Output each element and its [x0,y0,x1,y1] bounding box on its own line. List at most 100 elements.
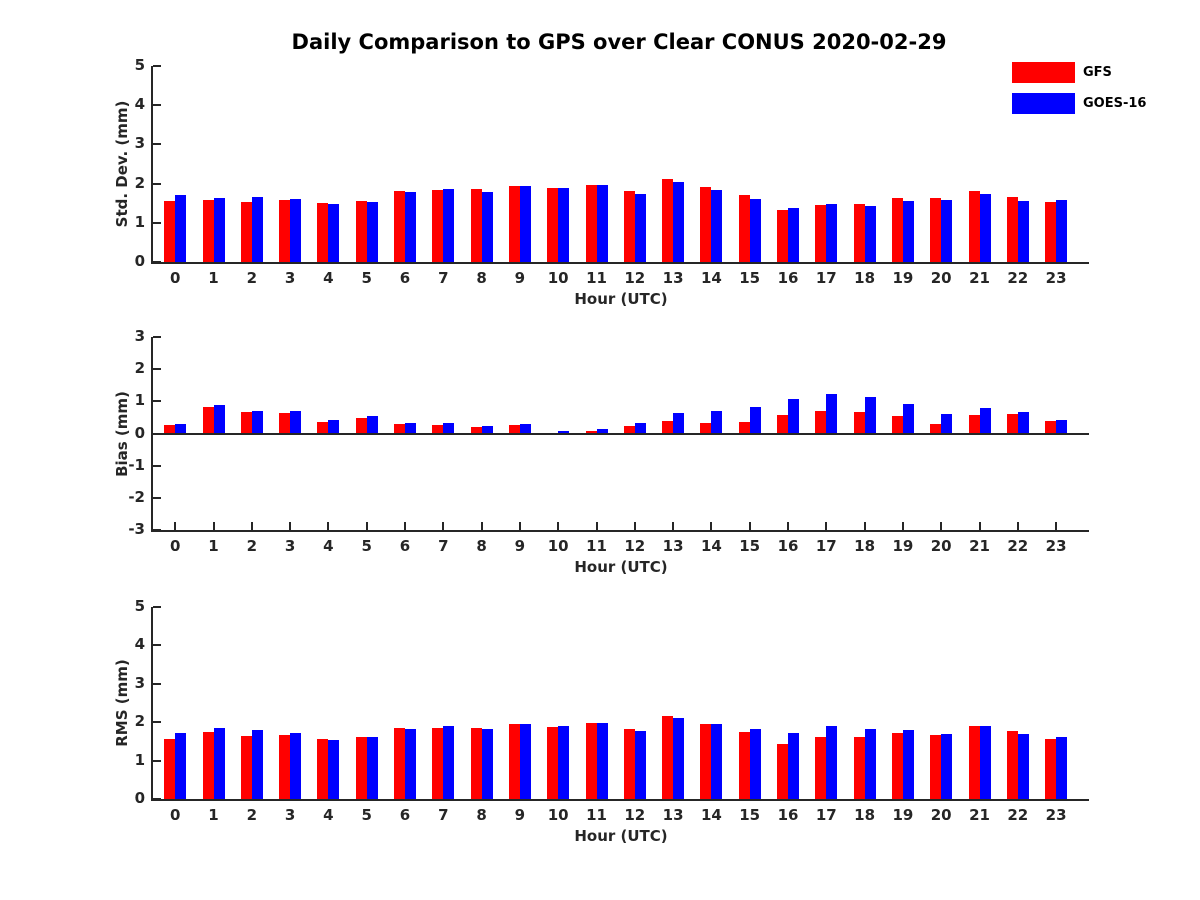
gfs-color-swatch [1012,62,1075,83]
x-tick-label: 2 [246,269,258,287]
goes16-bar-h8 [481,729,493,799]
x-tick-label: 17 [815,806,837,824]
y-tick-label: -2 [128,487,145,506]
x-tick-label: 15 [739,806,761,824]
y-tick-label: 5 [134,56,145,74]
x-tick-label: 16 [777,806,799,824]
x-tick-label: 7 [438,269,449,287]
goes16-bar-h10 [558,431,570,434]
x-tick-mark [710,522,713,530]
gfs-bar-h22 [1006,197,1018,262]
x-tick-label: 12 [624,537,646,555]
goes16-bar-h5 [366,202,378,262]
goes16-bar-h9 [519,185,531,262]
gfs-bar-h2 [240,736,252,799]
goes16-bar-h17 [826,203,838,262]
x-tick-mark [1055,522,1058,530]
y-tick-mark [153,464,161,467]
x-tick-label: 15 [739,537,761,555]
x-tick-label: 23 [1045,269,1067,287]
x-tick-label: 21 [969,269,990,287]
x-tick-label: 11 [586,269,607,287]
gfs-bar-h14 [700,422,712,434]
goes16-bar-h0 [175,195,187,262]
y-tick-mark [153,261,161,263]
y-tick-mark [153,644,161,647]
goes16-bar-h4 [328,740,340,799]
goes16-bar-h19 [902,403,914,434]
goes16-bar-h11 [596,184,608,262]
x-tick-label: 0 [169,806,181,824]
x-tick-label: 8 [476,269,487,287]
goes16-legend-label: GOES-16 [1083,96,1147,111]
x-tick-label: 5 [361,269,372,287]
x-tick-label: 2 [246,806,258,824]
goes16-bar-h8 [481,191,493,262]
x-tick-label: 1 [208,537,219,555]
x-tick-mark [480,522,483,530]
y-tick-mark [153,606,161,608]
gfs-bar-h22 [1006,731,1018,799]
y-tick-label: -3 [128,520,145,538]
bias-subplot: Bias (mm) Hour (UTC) -3 -2 -1 0 1 2 3 0 1 2 3 4 5 6 7 8… [0,327,1200,587]
x-tick-label: 0 [169,537,181,555]
goes16-bar-h9 [519,424,531,434]
x-tick-label: 22 [1007,537,1029,555]
goes16-bar-h16 [788,398,799,434]
x-tick-label: 21 [969,537,990,555]
goes16-bar-h4 [328,203,340,262]
gfs-bar-h11 [585,431,597,434]
chart-title: Daily Comparison to GPS over Clear CONUS… [291,30,947,54]
gfs-bar-h15 [738,731,750,799]
goes16-bar-h7 [443,726,455,799]
goes16-bar-h12 [634,731,646,799]
y-tick-label: 2 [134,712,145,731]
goes16-bar-h13 [673,412,685,434]
x-tick-label: 6 [399,537,411,555]
x-tick-label: 10 [547,269,569,287]
goes16-bar-h22 [1017,412,1029,434]
goes16-bar-h5 [366,416,378,434]
y-tick-label: 0 [134,423,145,442]
goes16-bar-h13 [673,717,685,799]
y-tick-label: 3 [134,673,145,692]
goes16-bar-h7 [443,189,455,262]
gfs-bar-h21 [968,191,980,262]
goes16-bar-h14 [711,723,723,799]
y-tick-label: 1 [134,212,145,231]
y-tick-label: 3 [134,134,145,153]
y-tick-label: 0 [134,789,145,807]
gfs-bar-h13 [662,179,674,262]
gfs-bar-h16 [777,414,788,434]
goes16-bar-h0 [175,733,187,799]
y-tick-mark [153,65,161,67]
goes16-bar-h16 [788,208,799,262]
x-tick-mark [595,522,598,530]
x-tick-label: 4 [323,537,334,555]
goes16-bar-h20 [941,413,953,434]
x-tick-label: 20 [930,269,952,287]
x-tick-label: 22 [1007,806,1029,824]
x-tick-label: 17 [815,269,837,287]
x-tick-label: 19 [892,269,914,287]
y-tick-label: 0 [134,252,145,270]
y-tick-label: 1 [134,391,145,410]
gfs-bar-h6 [394,423,405,434]
stddev-plot-area: Hour (UTC) 0 1 2 3 4 5 0 1 2 3 4 5 6 7 8 9 10 11 12 13 14 15 1… [135,56,1089,308]
y-tick-mark [153,798,161,800]
rms-x-axis-label: Hour (UTC) [574,827,668,845]
x-tick-label: 5 [361,537,372,555]
gfs-bar-h4 [317,738,329,799]
x-tick-label: 7 [438,806,449,824]
x-tick-mark [940,522,943,530]
x-tick-label: 19 [892,806,914,824]
x-tick-mark [327,522,330,530]
x-tick-mark [825,522,828,530]
rms-plot-area: Hour (UTC) 0 1 2 3 4 5 0 1 2 3 4 5 6 7 8 9 10 11 12 13 14 15 1… [135,597,1089,845]
y-tick-mark [153,759,161,762]
goes16-bar-h19 [902,200,914,262]
gfs-bar-h18 [853,736,865,799]
gfs-bar-h18 [853,203,865,262]
x-tick-label: 18 [854,806,876,824]
gfs-bar-h19 [891,415,903,434]
